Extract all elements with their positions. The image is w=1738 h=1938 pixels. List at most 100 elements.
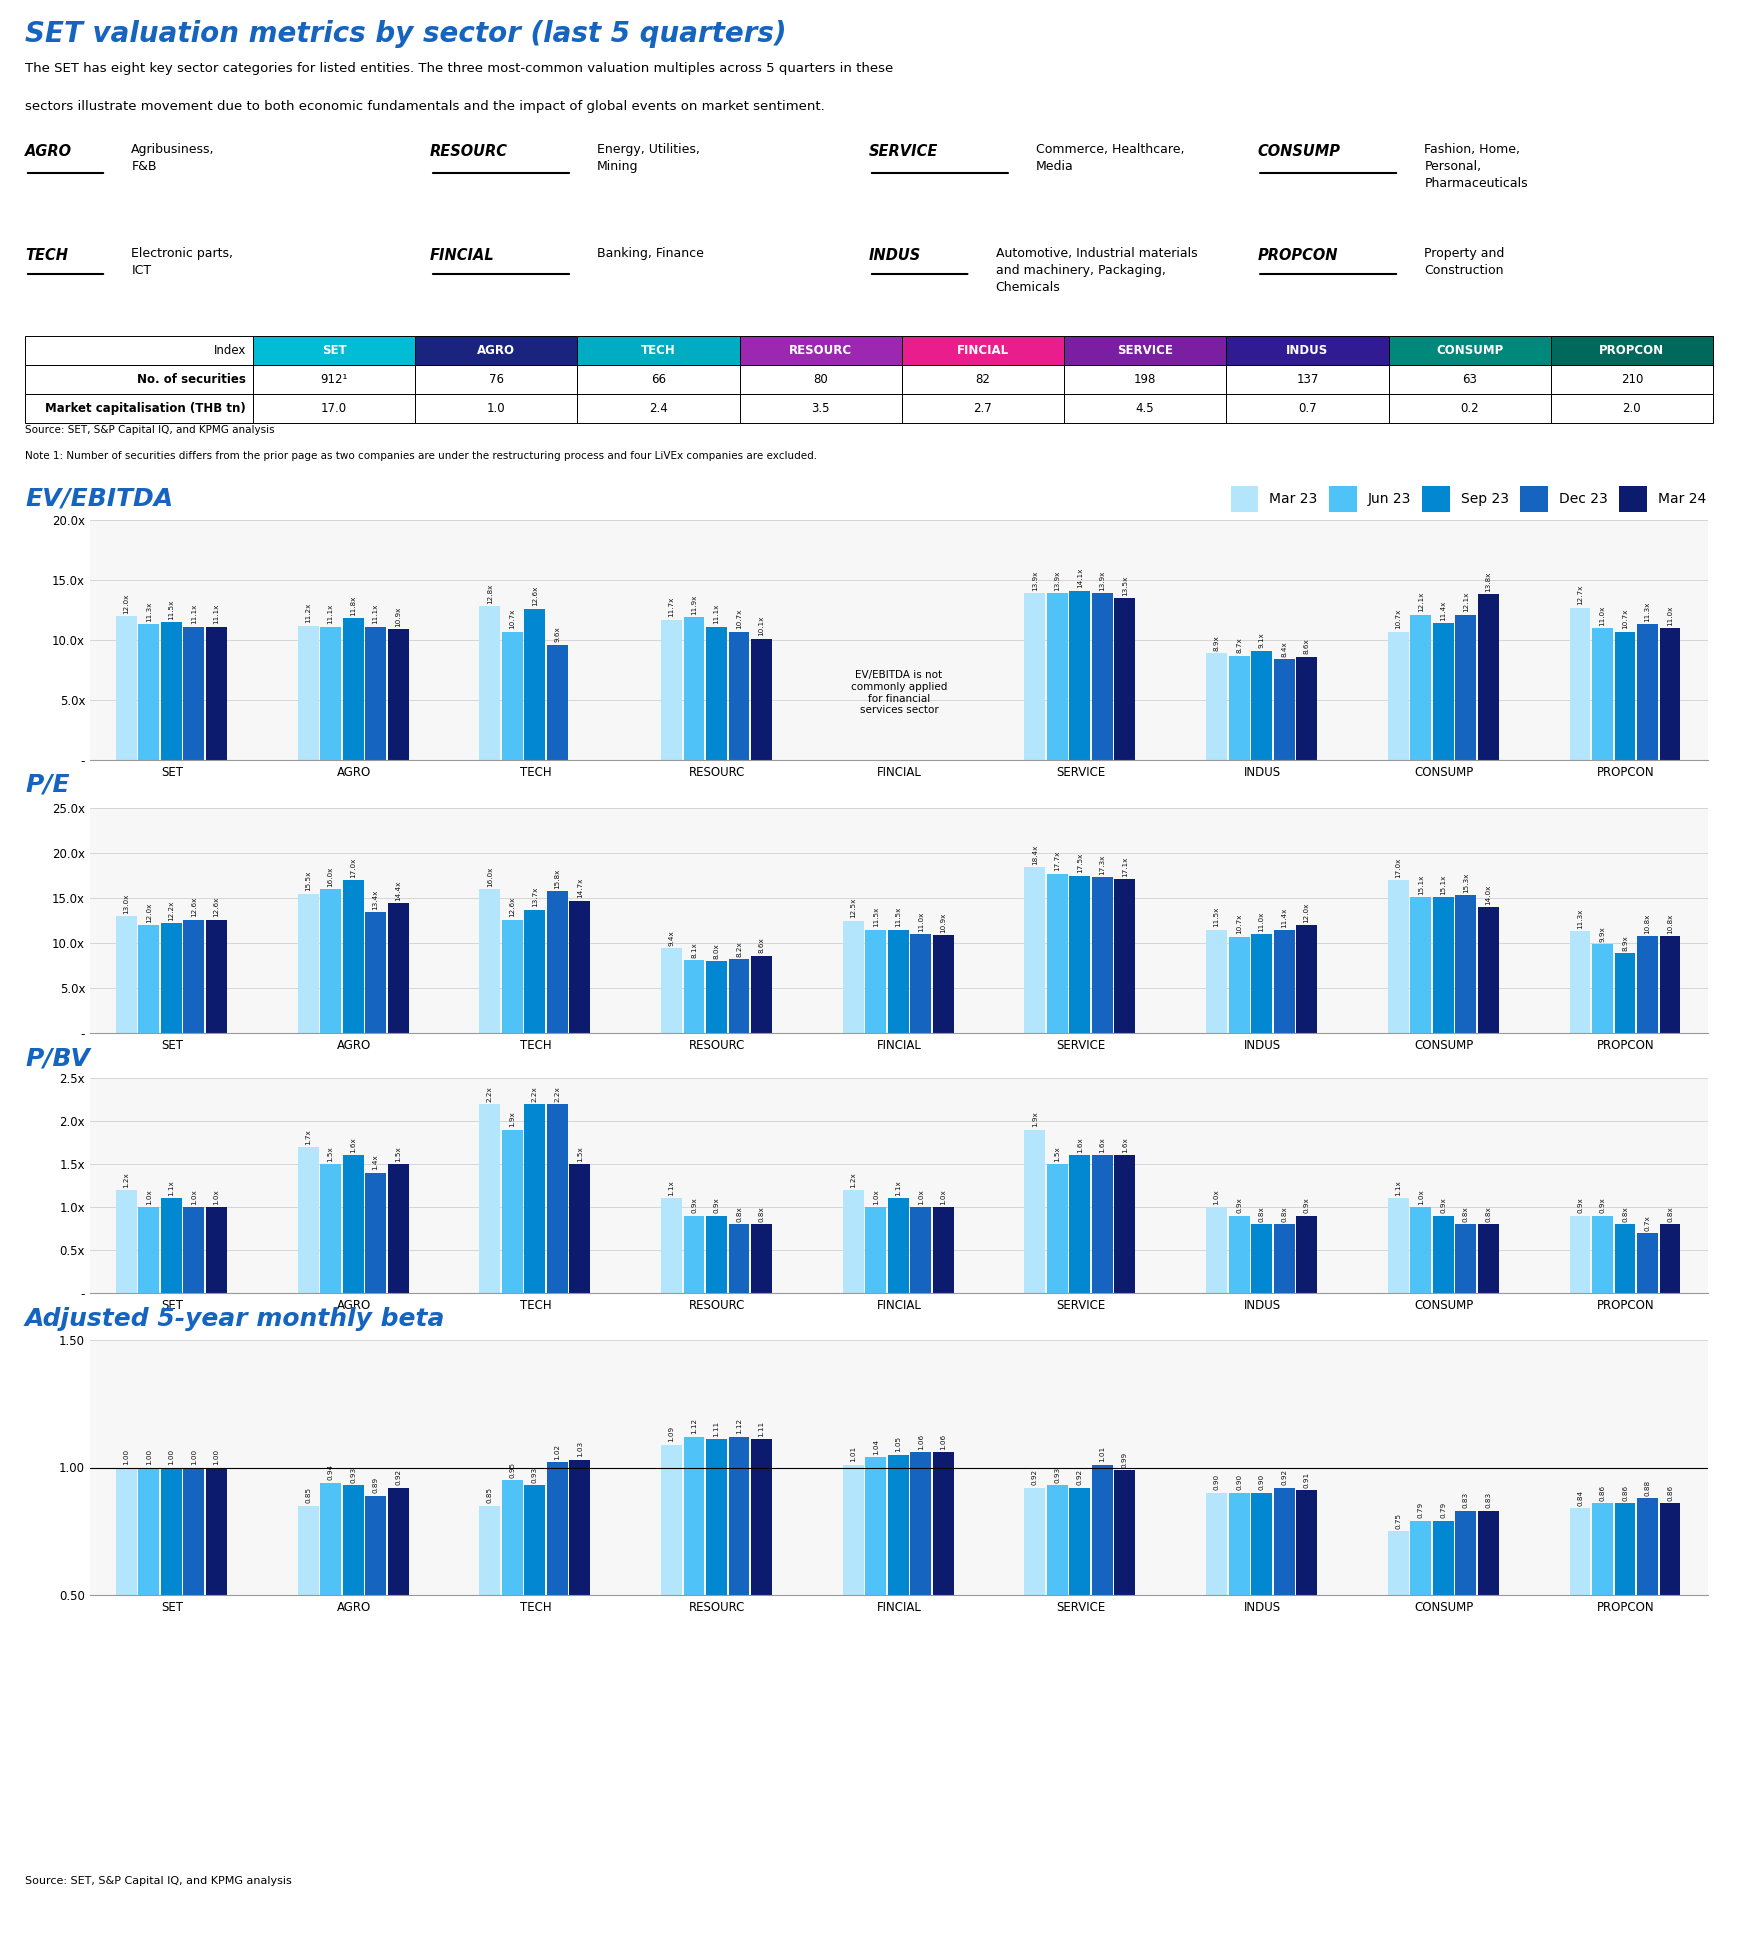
Text: 11.0x: 11.0x bbox=[1667, 605, 1674, 626]
Bar bbox=[139, 624, 160, 760]
Text: 0.93: 0.93 bbox=[532, 1467, 537, 1483]
Bar bbox=[1410, 614, 1432, 760]
Text: 2.7: 2.7 bbox=[973, 401, 992, 415]
Bar bbox=[1274, 1488, 1295, 1723]
Bar bbox=[525, 909, 546, 1033]
Text: 14.0x: 14.0x bbox=[1486, 884, 1491, 905]
Text: SET valuation metrics by sector (last 5 quarters): SET valuation metrics by sector (last 5 … bbox=[24, 19, 787, 48]
Text: 0.8x: 0.8x bbox=[1281, 1205, 1288, 1223]
Bar bbox=[1227, 364, 1389, 393]
Bar bbox=[480, 607, 501, 760]
Text: 10.7x: 10.7x bbox=[1622, 609, 1629, 630]
Bar bbox=[480, 1105, 501, 1293]
Bar bbox=[751, 1440, 772, 1723]
Text: EV/EBITDA is not
commonly applied
for financial
services sector: EV/EBITDA is not commonly applied for fi… bbox=[852, 671, 947, 715]
Text: 1.0x: 1.0x bbox=[191, 1190, 196, 1205]
Bar bbox=[751, 955, 772, 1033]
Bar bbox=[1206, 653, 1227, 760]
Bar bbox=[184, 626, 205, 760]
Text: 12.5x: 12.5x bbox=[850, 897, 857, 919]
Bar bbox=[683, 1436, 704, 1723]
Bar bbox=[116, 1190, 137, 1293]
Text: 16.0x: 16.0x bbox=[487, 866, 494, 888]
Text: 10.7x: 10.7x bbox=[1396, 609, 1401, 630]
Text: 0.88: 0.88 bbox=[1644, 1479, 1651, 1496]
Text: 0.92: 0.92 bbox=[1078, 1469, 1083, 1485]
Bar bbox=[1024, 868, 1045, 1033]
Text: 11.1x: 11.1x bbox=[372, 605, 379, 624]
Text: CONSUMP: CONSUMP bbox=[1436, 343, 1503, 357]
Bar bbox=[1432, 1521, 1453, 1723]
Text: 1.1x: 1.1x bbox=[669, 1180, 674, 1196]
Bar bbox=[1660, 628, 1681, 760]
Text: 11.0x: 11.0x bbox=[1599, 605, 1606, 626]
Bar bbox=[1251, 651, 1272, 760]
Text: Property and
Construction: Property and Construction bbox=[1425, 246, 1505, 277]
Bar bbox=[502, 921, 523, 1033]
Text: 10.8x: 10.8x bbox=[1644, 913, 1651, 934]
Text: Agribusiness,
F&B: Agribusiness, F&B bbox=[132, 143, 216, 172]
Text: PROPCON: PROPCON bbox=[1599, 343, 1665, 357]
Bar bbox=[1227, 393, 1389, 422]
Text: 11.1x: 11.1x bbox=[328, 605, 334, 624]
Text: 11.1x: 11.1x bbox=[191, 605, 196, 624]
Text: Energy, Utilities,
Mining: Energy, Utilities, Mining bbox=[598, 143, 700, 172]
Text: 17.7x: 17.7x bbox=[1055, 851, 1060, 872]
Bar bbox=[1274, 930, 1295, 1033]
Text: 210: 210 bbox=[1622, 372, 1642, 386]
Text: 8.6x: 8.6x bbox=[1304, 640, 1310, 655]
Bar bbox=[570, 1165, 591, 1293]
Bar bbox=[1274, 1225, 1295, 1293]
Text: 11.5x: 11.5x bbox=[895, 907, 902, 926]
Bar bbox=[1297, 924, 1317, 1033]
Text: 0.89: 0.89 bbox=[372, 1477, 379, 1492]
Bar bbox=[740, 393, 902, 422]
Bar bbox=[116, 1467, 137, 1723]
Bar bbox=[297, 1506, 318, 1723]
Text: 0.91: 0.91 bbox=[1304, 1471, 1310, 1488]
Bar bbox=[911, 1452, 932, 1723]
Bar bbox=[843, 1190, 864, 1293]
Text: 1.04: 1.04 bbox=[872, 1438, 879, 1455]
Text: INDUS: INDUS bbox=[1286, 343, 1328, 357]
Text: 11.8x: 11.8x bbox=[349, 595, 356, 616]
Bar bbox=[1550, 393, 1714, 422]
Bar bbox=[933, 934, 954, 1033]
Text: 1.1x: 1.1x bbox=[1396, 1180, 1401, 1196]
Text: 15.1x: 15.1x bbox=[1418, 874, 1423, 895]
Bar bbox=[116, 616, 137, 760]
Bar bbox=[1046, 1165, 1067, 1293]
Text: 11.5x: 11.5x bbox=[169, 599, 174, 620]
Text: 15.8x: 15.8x bbox=[554, 868, 560, 888]
Bar bbox=[525, 1105, 546, 1293]
Text: 15.1x: 15.1x bbox=[1441, 874, 1446, 895]
Text: 0.9x: 0.9x bbox=[1599, 1198, 1606, 1213]
Text: 0.85: 0.85 bbox=[306, 1486, 311, 1504]
Bar bbox=[1389, 393, 1550, 422]
Text: 13.9x: 13.9x bbox=[1055, 570, 1060, 591]
Text: 1.9x: 1.9x bbox=[1032, 1112, 1038, 1128]
Text: 12.0x: 12.0x bbox=[1304, 903, 1310, 922]
Text: 13.9x: 13.9x bbox=[1100, 570, 1105, 591]
Bar bbox=[1660, 1504, 1681, 1723]
Bar bbox=[1455, 1225, 1476, 1293]
Text: 80: 80 bbox=[813, 372, 827, 386]
Bar bbox=[1024, 593, 1045, 760]
Text: 1.0x: 1.0x bbox=[214, 1190, 219, 1205]
Bar bbox=[1550, 335, 1714, 364]
Bar bbox=[1389, 335, 1550, 364]
Bar bbox=[577, 393, 740, 422]
Bar bbox=[1432, 1215, 1453, 1293]
Text: 1.0x: 1.0x bbox=[872, 1190, 879, 1205]
Text: 1.0: 1.0 bbox=[487, 401, 506, 415]
Bar bbox=[1615, 1504, 1635, 1723]
Bar bbox=[480, 890, 501, 1033]
Bar bbox=[902, 335, 1064, 364]
Text: 9.1x: 9.1x bbox=[1258, 632, 1265, 649]
Bar bbox=[139, 924, 160, 1033]
Text: 13.5x: 13.5x bbox=[1123, 576, 1128, 595]
Text: 12.1x: 12.1x bbox=[1463, 591, 1469, 612]
Text: 0.86: 0.86 bbox=[1622, 1485, 1629, 1500]
Text: 11.7x: 11.7x bbox=[669, 597, 674, 616]
Text: 1.12: 1.12 bbox=[735, 1419, 742, 1434]
